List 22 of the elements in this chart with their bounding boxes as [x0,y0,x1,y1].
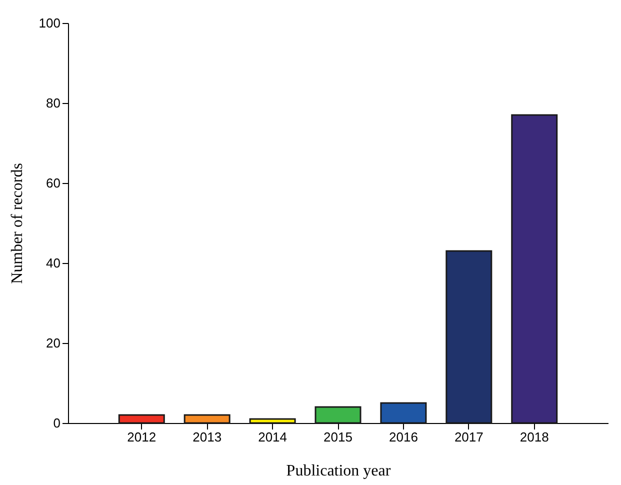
y-tick-label: 100 [38,16,60,30]
bar [314,406,362,424]
bar [249,418,296,424]
x-tick-label: 2012 [127,430,156,444]
x-axis-title: Publication year [286,462,392,480]
x-tick-label: 2016 [388,430,418,444]
bar [118,414,165,424]
x-tick-label: 2013 [192,430,222,444]
x-tick-label: 2017 [454,430,484,444]
x-tick-label: 2015 [324,430,352,444]
y-tick-label: 40 [46,256,60,270]
y-tick-label: 80 [46,96,60,110]
y-tick-label: 0 [53,416,60,430]
x-tick-label: 2014 [258,430,288,444]
y-tick-label: 60 [46,176,60,190]
bar [446,250,492,424]
y-tick-label: 20 [46,336,60,350]
bar [511,114,558,424]
y-axis-title: Number of records [8,163,26,284]
bar [380,402,427,424]
bar [184,414,230,424]
x-tick-label: 2018 [520,430,549,444]
